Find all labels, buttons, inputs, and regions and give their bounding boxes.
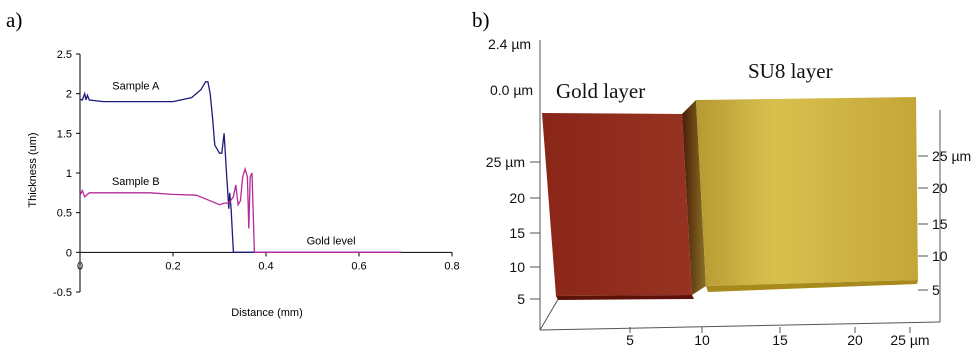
su8-layer-label: SU8 layer bbox=[748, 59, 833, 83]
bottom-axis-tick-label: 5 bbox=[626, 332, 634, 348]
y-tick-label: 1 bbox=[66, 168, 72, 180]
right-axis-tick-label: 20 bbox=[932, 180, 948, 196]
top-scale-zero: 0.0 µm bbox=[490, 82, 533, 98]
x-tick-label: 0.8 bbox=[444, 260, 459, 272]
y-tick-label: 1.5 bbox=[57, 128, 72, 140]
left-axis-tick-label: 15 bbox=[509, 225, 525, 241]
bottom-axis-tick-label: 15 bbox=[772, 332, 788, 348]
annotation-label: Sample A bbox=[112, 81, 160, 93]
x-tick-label: 0.6 bbox=[351, 260, 366, 272]
top-scale-max: 2.4 µm bbox=[488, 36, 531, 52]
x-tick-label: 0.2 bbox=[165, 260, 180, 272]
annotation-label: Sample B bbox=[112, 176, 160, 188]
left-axis-ticks: 25 µm 20 15 10 5 bbox=[486, 154, 540, 307]
bottom-axis-tick-label: 20 bbox=[847, 332, 863, 348]
chart-annotations: Sample A Sample B Gold level bbox=[112, 81, 356, 248]
thickness-line-chart: -0.500.511.522.50 0.2 0.4 0.6 0.8 Sample ASa… bbox=[27, 49, 460, 319]
left-axis-tick-label: 5 bbox=[517, 291, 525, 307]
y-tick-label: 0 bbox=[66, 247, 72, 259]
y-tick-label: -0.5 bbox=[53, 287, 72, 299]
x-tick-label: 0 bbox=[77, 260, 83, 272]
x-axis-label: Distance (mm) bbox=[231, 307, 303, 319]
gold-layer-label: Gold layer bbox=[556, 79, 645, 103]
gold-layer-surface bbox=[542, 113, 692, 296]
left-axis-tick-label: 25 µm bbox=[486, 154, 525, 170]
su8-layer-surface bbox=[696, 97, 918, 286]
y-axis-label: Thickness (um) bbox=[27, 132, 39, 207]
left-axis-tick-label: 20 bbox=[509, 190, 525, 206]
right-axis-ticks: 25 µm 20 15 10 5 bbox=[918, 148, 971, 298]
afm-frame bbox=[539, 40, 941, 331]
x-tick-label: 0.4 bbox=[258, 260, 273, 272]
afm-3d-surface: 2.4 µm 0.0 µm Gold layer SU8 layer 25 µm… bbox=[486, 36, 971, 348]
annotation-label: Gold level bbox=[307, 235, 356, 247]
panel-a-label: a) bbox=[6, 8, 23, 32]
su8-front-edge bbox=[706, 280, 918, 292]
bottom-axis-ticks: 5 10 15 20 25 µm bbox=[626, 327, 930, 348]
bottom-axis-tick-label: 10 bbox=[694, 332, 710, 348]
right-axis-tick-label: 10 bbox=[932, 248, 948, 264]
panel-b-label: b) bbox=[472, 8, 490, 32]
y-tick-label: 2.5 bbox=[57, 49, 72, 61]
y-tick-label: 2 bbox=[66, 89, 72, 101]
right-axis-tick-label: 25 µm bbox=[932, 148, 971, 164]
left-axis-tick-label: 10 bbox=[509, 259, 525, 275]
right-axis-tick-label: 15 bbox=[932, 216, 948, 232]
step-edge bbox=[682, 100, 706, 295]
y-tick-label: 0.5 bbox=[57, 208, 72, 220]
gold-front-edge bbox=[556, 295, 694, 300]
chart-series bbox=[79, 81, 401, 253]
series-line-sample-b bbox=[79, 166, 401, 253]
series-line-sample-a bbox=[79, 81, 401, 253]
bottom-axis-tick-label: 25 µm bbox=[890, 332, 929, 348]
right-axis-tick-label: 5 bbox=[932, 282, 940, 298]
